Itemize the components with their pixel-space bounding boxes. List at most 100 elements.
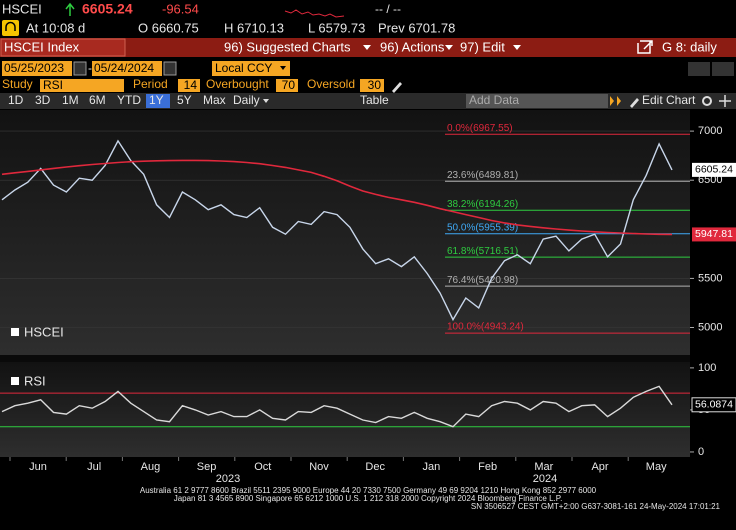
- x-tick-label: Apr: [591, 461, 608, 473]
- period-button[interactable]: 6M: [89, 93, 106, 107]
- footer-line: Australia 61 2 9777 8600 Brazil 5511 239…: [140, 486, 597, 495]
- low: L 6579.73: [308, 20, 365, 35]
- y-tick-label: 0: [698, 446, 704, 458]
- suggested-charts[interactable]: 96) Suggested Charts: [224, 39, 351, 54]
- last-value-label: 56.0874: [695, 399, 733, 411]
- start-date: 05/25/2023: [4, 61, 64, 75]
- last-value-box: [692, 227, 736, 242]
- level-label: 23.6%(6489.81): [447, 170, 518, 181]
- x-tick-label: Jun: [29, 461, 47, 473]
- y-tick-label: 5500: [698, 272, 722, 284]
- period-label: Period: [133, 77, 168, 91]
- y-tick-label: 6500: [698, 174, 722, 186]
- calendar-icon[interactable]: [163, 61, 177, 76]
- nav-button[interactable]: [712, 62, 734, 76]
- footer-line: SN 3506527 CEST GMT+2:00 G637-3081-161 2…: [471, 502, 721, 511]
- alert-glyph: [5, 21, 16, 31]
- y-tick-label: 5000: [698, 321, 722, 333]
- period-button[interactable]: 5Y: [177, 93, 192, 107]
- oversold: 30: [368, 78, 382, 92]
- frequency[interactable]: Daily: [233, 93, 260, 107]
- bid-ask: -- / --: [375, 2, 401, 16]
- expand-arrows: [610, 96, 621, 106]
- last-value-box: [692, 162, 736, 177]
- series-line: [1, 385, 673, 428]
- overbought-input[interactable]: [276, 79, 298, 92]
- popout-icon[interactable]: [637, 40, 653, 54]
- security-box[interactable]: [0, 38, 126, 57]
- calendar-icon[interactable]: [73, 61, 87, 76]
- year-label: 2023: [216, 473, 240, 485]
- period-button[interactable]: YTD: [117, 93, 141, 107]
- table-button[interactable]: Table: [360, 93, 389, 107]
- security: HSCEI Index: [4, 39, 80, 54]
- last-value-label: 6605.24: [695, 164, 733, 176]
- x-tick-label: Nov: [309, 461, 329, 473]
- period-buttons: 1D 3D 1M 6M YTD 1Y 5Y Max: [8, 93, 226, 107]
- series-line: [1, 159, 673, 236]
- series-line: [1, 139, 673, 322]
- x-tick-label: Oct: [254, 461, 271, 473]
- dropdown-arrow: [280, 66, 286, 70]
- period-button[interactable]: Max: [203, 93, 226, 107]
- open: O 6660.75: [138, 20, 199, 35]
- price-panel: [0, 110, 690, 355]
- level-label: 50.0%(5955.39): [447, 222, 518, 233]
- oversold-label: Oversold: [307, 77, 355, 91]
- end-input[interactable]: [92, 61, 162, 76]
- period: 14: [184, 78, 198, 92]
- move-icon[interactable]: [719, 95, 731, 107]
- level-label: 76.4%(5420.98): [447, 275, 518, 286]
- start-input[interactable]: [2, 61, 72, 76]
- x-tick-label: Aug: [141, 461, 161, 473]
- range-dash: -: [88, 61, 92, 75]
- study-input[interactable]: [40, 79, 124, 92]
- overbought-label: Overbought: [206, 77, 269, 91]
- x-tick-label: Jan: [423, 461, 441, 473]
- up-arrow: [65, 2, 75, 16]
- legend-label: RSI: [24, 373, 46, 388]
- footer: Australia 61 2 9777 8600 Brazil 5511 239…: [140, 486, 721, 511]
- y-tick-label: 7000: [698, 125, 722, 137]
- selected-period: [146, 94, 170, 108]
- y-tick-label: 100: [698, 362, 716, 374]
- legend-label: HSCEI: [24, 324, 64, 339]
- time: At 10:08 d: [26, 20, 85, 35]
- period-button[interactable]: 3D: [35, 93, 51, 107]
- pencil-icon[interactable]: [392, 82, 402, 93]
- x-tick-label: Mar: [534, 461, 553, 473]
- level-label: 0.0%(6967.55): [447, 123, 513, 134]
- add-data: Add Data: [469, 93, 519, 107]
- level-label: 61.8%(5716.51): [447, 246, 518, 257]
- ticker: HSCEI: [2, 1, 42, 16]
- x-tick-label: Jul: [87, 461, 101, 473]
- legend-swatch: [11, 377, 19, 385]
- x-tick-label: Feb: [478, 461, 497, 473]
- oversold-input[interactable]: [360, 79, 384, 92]
- x-tick-label: Sep: [197, 461, 217, 473]
- rsi-panel: [0, 362, 690, 457]
- panel-divider: [0, 355, 690, 362]
- add-data-input[interactable]: [466, 94, 608, 108]
- overbought: 70: [282, 78, 296, 92]
- period-input[interactable]: [178, 79, 200, 92]
- currency: Local CCY: [215, 61, 272, 75]
- period-button[interactable]: 1M: [62, 93, 79, 107]
- currency-input[interactable]: [212, 61, 290, 76]
- edit-chart[interactable]: Edit Chart: [642, 93, 696, 107]
- plot: 5000 5500 6500 7000 0.0%(6967.55) 23.6%(6489.…: [0, 123, 736, 485]
- end-date: 05/24/2024: [94, 61, 154, 75]
- high: H 6710.13: [224, 20, 284, 35]
- period-button[interactable]: 1D: [8, 93, 24, 107]
- undo-button[interactable]: [688, 62, 710, 76]
- x-tick-label: Dec: [365, 461, 385, 473]
- x-tick-label: May: [646, 461, 667, 473]
- actions[interactable]: 96) Actions: [380, 39, 445, 54]
- last-value-label: 5947.81: [695, 228, 733, 240]
- period-button[interactable]: 1Y: [149, 93, 164, 107]
- year-label: 2024: [533, 473, 557, 485]
- settings-icon[interactable]: [702, 96, 712, 106]
- edit[interactable]: 97) Edit: [460, 39, 505, 54]
- page-number: G 8: daily: [662, 39, 717, 54]
